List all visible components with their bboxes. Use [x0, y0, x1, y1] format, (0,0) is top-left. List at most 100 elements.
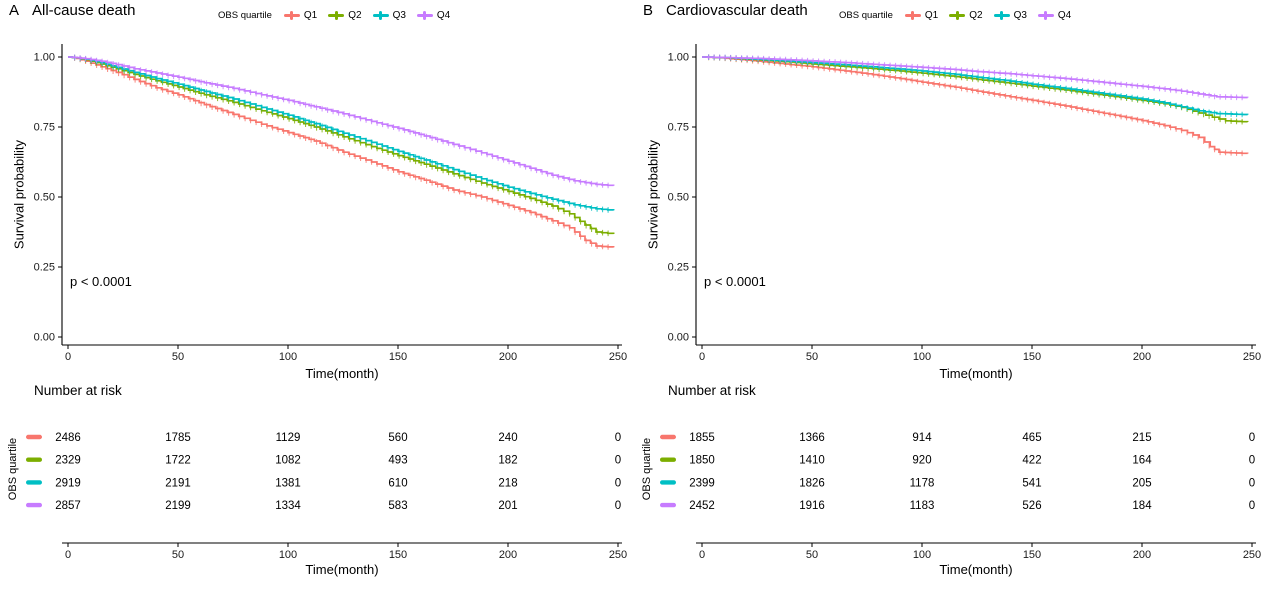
- risk-x-tick-label: 0: [699, 549, 705, 561]
- y-tick-label: 0.25: [34, 262, 55, 274]
- legend-key-icon: [949, 9, 966, 21]
- risk-count: 0: [615, 500, 621, 512]
- x-tick-label: 250: [609, 351, 627, 363]
- x-axis-label: Time(month): [939, 366, 1013, 381]
- legend: OBS quartile Q1 Q2 Q3 Q4: [218, 7, 450, 23]
- censor-marks-q1: [74, 55, 609, 250]
- risk-count: 610: [388, 477, 407, 489]
- risk-count: 0: [1249, 432, 1255, 444]
- y-tick-label: 0.25: [668, 262, 689, 274]
- risk-count: 1381: [275, 477, 301, 489]
- risk-row-marker-q2: [26, 457, 42, 462]
- risk-count: 240: [498, 432, 517, 444]
- risk-count: 920: [912, 455, 931, 467]
- p-value-annotation: p < 0.0001: [704, 274, 766, 289]
- legend-label: Q2: [348, 9, 362, 21]
- risk-count: 1129: [276, 432, 301, 444]
- y-tick-label: 0.50: [668, 192, 689, 204]
- risk-count: 914: [912, 432, 932, 444]
- risk-count: 583: [388, 500, 407, 512]
- km-curve-q1: [702, 56, 1249, 155]
- x-tick-label: 250: [1243, 351, 1261, 363]
- legend-key-icon: [328, 9, 345, 21]
- legend-key-icon: [416, 9, 433, 21]
- risk-count: 184: [1132, 500, 1152, 512]
- risk-x-axis-label: Time(month): [939, 562, 1013, 577]
- risk-count: 1916: [799, 500, 825, 512]
- panel-cardiovascular-death: 0.00 0.25 0.50 0.75 1.00 0 50 100 150 200 250 1855 1…: [634, 0, 1268, 591]
- panel-title: All-cause death: [32, 2, 136, 19]
- risk-count: 465: [1022, 432, 1041, 444]
- legend-label: Q4: [1057, 9, 1072, 21]
- x-tick-label: 50: [172, 351, 184, 363]
- risk-row-marker-q3: [26, 480, 42, 485]
- km-curve-q4: [702, 56, 1249, 99]
- y-tick-label: 0.00: [34, 332, 55, 344]
- legend-title: OBS quartile: [839, 9, 893, 21]
- risk-count: 201: [498, 500, 517, 512]
- risk-table-title: Number at risk: [668, 383, 756, 398]
- survival-plot-a: 0.00 0.25 0.50 0.75 1.00 0 50 100 150 200 250 2486 1…: [26, 44, 627, 561]
- risk-count: 526: [1022, 500, 1041, 512]
- risk-row-marker-q4: [660, 502, 676, 508]
- risk-row-marker-q4: [26, 502, 42, 508]
- y-axis-label: Survival probability: [11, 139, 27, 250]
- risk-count: 1785: [165, 432, 191, 444]
- legend-item-q3: Q3: [372, 9, 406, 21]
- legend-key-icon: [993, 9, 1010, 21]
- risk-count: 1183: [910, 500, 935, 512]
- censor-marks-q4: [74, 54, 609, 189]
- x-tick-label: 150: [389, 351, 407, 363]
- risk-count: 2399: [689, 477, 715, 489]
- risk-count: 1366: [799, 432, 825, 444]
- risk-x-tick-label: 250: [1243, 549, 1261, 561]
- risk-x-tick-label: 0: [65, 549, 71, 561]
- risk-count: 1410: [799, 455, 825, 467]
- risk-count: 164: [1132, 455, 1152, 467]
- legend-label: Q2: [969, 9, 983, 21]
- risk-count: 1850: [689, 455, 715, 467]
- panel-header: A All-cause death: [9, 2, 135, 19]
- legend-key-icon: [372, 9, 389, 21]
- legend: OBS quartile Q1 Q2 Q3 Q4: [839, 7, 1071, 23]
- x-tick-label: 0: [699, 351, 705, 363]
- legend-item-q3: Q3: [993, 9, 1027, 21]
- risk-x-tick-label: 50: [172, 549, 184, 561]
- panel-letter: B: [643, 2, 654, 19]
- risk-count: 560: [388, 432, 407, 444]
- risk-count: 0: [615, 477, 621, 489]
- risk-count: 2919: [55, 477, 81, 489]
- risk-count: 2486: [55, 432, 81, 444]
- legend-label: Q1: [924, 9, 939, 21]
- legend-title: OBS quartile: [218, 9, 272, 21]
- legend-item-q2: Q2: [949, 9, 983, 21]
- risk-count: 493: [388, 455, 407, 467]
- km-curve-q1: [68, 56, 615, 248]
- risk-count: 0: [615, 432, 621, 444]
- risk-x-axis-label: Time(month): [305, 562, 379, 577]
- legend-key-icon: [1037, 9, 1054, 21]
- panel-title: Cardiovascular death: [666, 2, 808, 19]
- risk-row-marker-q1: [660, 434, 676, 440]
- risk-count: 215: [1132, 432, 1151, 444]
- risk-x-tick-label: 250: [609, 549, 627, 561]
- legend-item-q2: Q2: [328, 9, 362, 21]
- y-tick-label: 0.00: [668, 332, 689, 344]
- legend-label: Q4: [436, 9, 451, 21]
- risk-count: 205: [1132, 477, 1151, 489]
- panel-header: B Cardiovascular death: [643, 2, 808, 19]
- risk-count: 0: [1249, 500, 1255, 512]
- km-curve-q3: [68, 56, 615, 211]
- risk-count: 2452: [689, 500, 715, 512]
- panel-letter: A: [9, 2, 20, 19]
- x-tick-label: 200: [1133, 351, 1151, 363]
- y-tick-label: 0.75: [668, 122, 689, 134]
- risk-count: 2191: [165, 477, 191, 489]
- legend-label: Q3: [392, 9, 406, 21]
- y-tick-label: 0.75: [34, 122, 55, 134]
- y-tick-label: 0.50: [34, 192, 55, 204]
- x-tick-label: 0: [65, 351, 71, 363]
- p-value-annotation: p < 0.0001: [70, 274, 132, 289]
- legend-item-q1: Q1: [904, 9, 939, 21]
- risk-count: 1082: [275, 455, 301, 467]
